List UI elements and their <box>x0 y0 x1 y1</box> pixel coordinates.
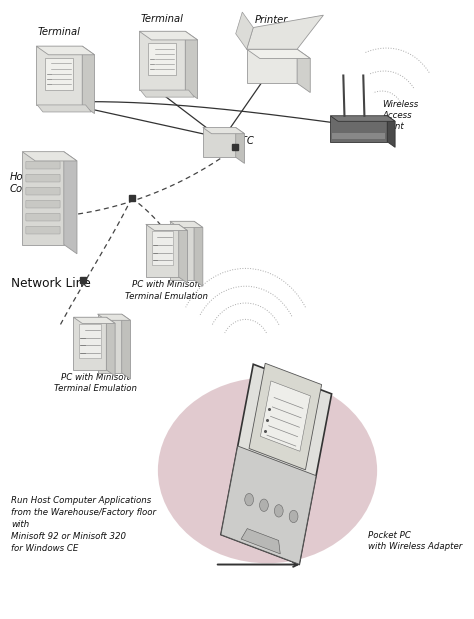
Polygon shape <box>139 32 198 40</box>
Polygon shape <box>170 222 203 228</box>
Polygon shape <box>36 46 82 105</box>
Polygon shape <box>260 381 310 451</box>
Polygon shape <box>297 50 310 93</box>
Text: PC with Minisoft
Terminal Emulation: PC with Minisoft Terminal Emulation <box>125 280 208 300</box>
Text: Wireless
Access
Point: Wireless Access Point <box>383 100 419 131</box>
Polygon shape <box>221 446 316 565</box>
Polygon shape <box>22 152 77 161</box>
Polygon shape <box>236 12 253 50</box>
FancyBboxPatch shape <box>26 162 60 169</box>
Polygon shape <box>37 105 91 112</box>
FancyBboxPatch shape <box>26 226 60 234</box>
Text: Run Host Computer Applications
from the Warehouse/Factory floor
with
Minisoft 92: Run Host Computer Applications from the … <box>11 496 156 553</box>
Polygon shape <box>98 314 122 373</box>
Polygon shape <box>122 314 130 379</box>
Polygon shape <box>236 128 245 163</box>
FancyBboxPatch shape <box>26 201 60 208</box>
Text: Pocket PC
with Wireless Adapter: Pocket PC with Wireless Adapter <box>368 531 463 551</box>
Polygon shape <box>152 231 173 265</box>
Text: Network Line: Network Line <box>11 277 91 290</box>
Polygon shape <box>146 225 179 277</box>
Polygon shape <box>194 222 203 287</box>
Polygon shape <box>64 152 77 254</box>
Polygon shape <box>330 116 387 142</box>
Text: Terminal: Terminal <box>141 14 184 24</box>
Text: Host
Computer: Host Computer <box>9 172 59 194</box>
Polygon shape <box>146 225 188 231</box>
Polygon shape <box>73 318 115 324</box>
Ellipse shape <box>158 378 377 563</box>
Circle shape <box>260 499 268 511</box>
Polygon shape <box>387 116 395 147</box>
Polygon shape <box>139 32 185 90</box>
Text: PC with Minisoft
Terminal Emulation: PC with Minisoft Terminal Emulation <box>54 373 137 392</box>
Polygon shape <box>22 152 64 245</box>
Polygon shape <box>330 116 395 121</box>
Polygon shape <box>46 58 73 90</box>
Polygon shape <box>82 46 94 114</box>
Polygon shape <box>221 364 332 565</box>
Polygon shape <box>140 90 194 97</box>
Polygon shape <box>79 324 100 358</box>
Polygon shape <box>246 15 323 50</box>
Polygon shape <box>36 46 94 55</box>
Polygon shape <box>241 529 280 554</box>
Polygon shape <box>106 318 115 376</box>
Polygon shape <box>98 314 130 321</box>
Polygon shape <box>203 128 236 157</box>
Text: Printer: Printer <box>255 15 289 25</box>
Polygon shape <box>246 50 310 59</box>
FancyBboxPatch shape <box>26 213 60 221</box>
FancyBboxPatch shape <box>26 175 60 182</box>
Polygon shape <box>148 43 176 75</box>
Text: DTC: DTC <box>234 136 255 146</box>
Circle shape <box>289 510 298 522</box>
Polygon shape <box>179 225 188 284</box>
Polygon shape <box>249 363 322 470</box>
Polygon shape <box>203 128 245 134</box>
Polygon shape <box>332 132 385 139</box>
Text: Terminal: Terminal <box>38 27 81 37</box>
FancyBboxPatch shape <box>26 188 60 195</box>
Polygon shape <box>246 50 297 84</box>
Circle shape <box>274 504 283 517</box>
Polygon shape <box>170 222 194 280</box>
Polygon shape <box>185 32 198 99</box>
Polygon shape <box>73 318 106 370</box>
Circle shape <box>245 493 254 506</box>
